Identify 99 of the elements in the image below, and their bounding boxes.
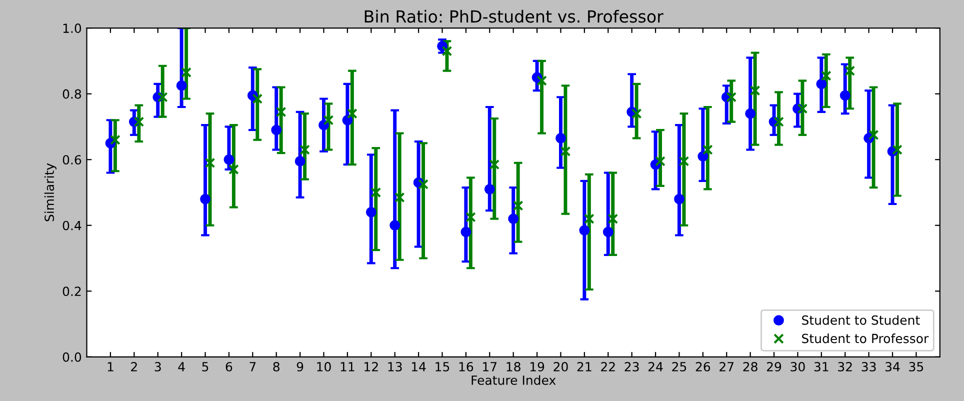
point	[465, 212, 476, 222]
point	[442, 46, 452, 56]
point	[602, 226, 614, 238]
x-tick-label: 9	[296, 362, 304, 372]
point	[346, 108, 358, 119]
x-tick-label: 2	[131, 362, 137, 372]
point	[892, 144, 902, 155]
point	[840, 90, 850, 101]
point	[294, 156, 306, 166]
point	[820, 70, 832, 81]
point	[560, 146, 571, 157]
x-tick-label: 6	[226, 362, 232, 372]
x-tick-label: 16	[459, 362, 474, 372]
point	[276, 106, 286, 118]
y-tick-label: 1.0	[63, 24, 82, 33]
point	[390, 220, 400, 231]
y-tick-label: 0.8	[62, 89, 82, 99]
x-tick-label: 21	[577, 362, 592, 372]
x-tick-label: 11	[340, 362, 354, 372]
point	[536, 75, 547, 86]
point	[745, 108, 756, 119]
x-tick-label: 15	[436, 362, 450, 372]
point	[774, 116, 784, 127]
point	[655, 156, 666, 166]
x-tick-label: 4	[178, 362, 185, 372]
x-tick-label: 17	[483, 362, 497, 372]
point	[342, 114, 353, 126]
point	[181, 67, 192, 78]
x-tick-label: 23	[624, 362, 639, 372]
point	[228, 164, 239, 175]
point	[512, 200, 524, 211]
x-tick-label: 34	[886, 362, 900, 372]
point	[224, 154, 234, 165]
point	[200, 194, 210, 204]
point	[484, 184, 495, 194]
point	[726, 92, 737, 102]
x-tick-label: 30	[790, 362, 805, 372]
x-tick-label: 28	[743, 362, 758, 372]
point	[579, 225, 590, 236]
x-tick-label: 5	[202, 362, 208, 372]
point	[366, 207, 376, 218]
x-tick-label: 18	[506, 362, 520, 372]
y-tick-label: 0.2	[62, 286, 81, 296]
point	[300, 144, 310, 155]
x-axis-title: Feature Index	[472, 375, 556, 385]
point	[844, 66, 856, 76]
point	[176, 80, 187, 91]
x-tick-label: 22	[601, 362, 615, 372]
point	[252, 94, 263, 104]
x-tick-label: 1	[108, 362, 114, 372]
x-tick-label: 19	[530, 362, 544, 372]
y-tick-label: 0.4	[62, 220, 82, 230]
point	[460, 226, 472, 238]
x-tick-label: 29	[766, 362, 782, 372]
point	[674, 194, 684, 204]
point	[157, 92, 168, 102]
point	[868, 130, 879, 140]
x-tick-label: 25	[672, 362, 686, 372]
y-tick-label: 0.6	[62, 155, 82, 165]
x-tick-label: 31	[814, 362, 828, 372]
x-tick-label: 33	[862, 362, 876, 372]
point	[204, 158, 216, 168]
point	[489, 159, 500, 170]
x-tick-label: 12	[364, 362, 378, 372]
point	[608, 214, 618, 224]
x-tick-label: 3	[154, 362, 161, 372]
point	[678, 156, 690, 166]
point	[816, 78, 827, 90]
x-tick-label: 7	[250, 362, 256, 372]
point	[418, 179, 428, 190]
point	[702, 144, 713, 155]
y-tick-label: 0.0	[62, 352, 82, 362]
point	[631, 108, 642, 119]
chart-title: Bin Ratio: PhD-student vs. Professor	[364, 10, 664, 23]
point	[584, 214, 594, 224]
point	[556, 133, 566, 144]
x-tick-label: 24	[648, 362, 663, 372]
point	[110, 134, 120, 146]
point	[698, 151, 708, 162]
point	[750, 85, 760, 96]
point	[370, 187, 382, 198]
x-tick-label: 35	[909, 362, 924, 372]
x-tick-label: 10	[317, 362, 331, 372]
point	[323, 114, 334, 126]
point	[271, 124, 282, 136]
x-tick-label: 13	[388, 362, 402, 372]
point	[508, 214, 519, 224]
point	[394, 192, 405, 203]
x-tick-label: 14	[412, 362, 426, 372]
y-axis-title: Similarity	[44, 163, 56, 222]
point	[797, 103, 808, 114]
x-tick-label: 26	[696, 362, 710, 372]
legend-label: Student to Professor	[802, 334, 929, 344]
x-tick-label: 27	[720, 362, 734, 372]
x-tick-label: 8	[273, 362, 280, 372]
legend-label: Student to Student	[802, 315, 920, 325]
point	[134, 116, 144, 127]
x-tick-label: 20	[554, 362, 568, 372]
x-tick-label: 32	[838, 362, 852, 372]
